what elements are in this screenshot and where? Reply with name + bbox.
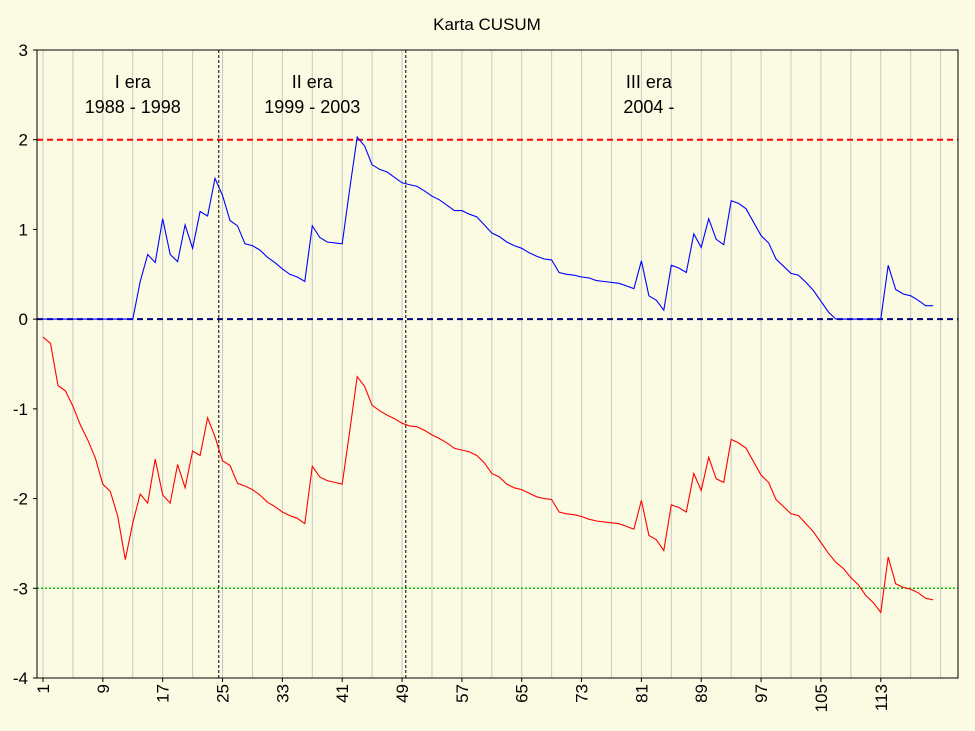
x-tick-label: 1 [34, 684, 53, 693]
reference-lines [37, 50, 958, 678]
y-tick-label: -2 [13, 490, 28, 509]
y-axis: 3 2 1 0 -1 -2 -3 -4 [13, 41, 37, 688]
era-years: 2004 - [623, 97, 674, 117]
chart-title: Karta CUSUM [433, 15, 541, 34]
y-tick-label: -1 [13, 400, 28, 419]
x-tick-label: 113 [872, 684, 891, 711]
era-label: III era [626, 72, 673, 92]
x-axis: 1 9 17 25 33 41 49 57 65 73 81 89 97 105 113 [34, 678, 891, 712]
x-tick-label: 49 [393, 684, 412, 703]
y-tick-label: 1 [19, 220, 28, 239]
cusum-series-line [43, 135, 934, 320]
plot-frame [36, 49, 959, 679]
era-label: I era [115, 72, 152, 92]
x-tick-label: 105 [812, 684, 831, 712]
x-tick-label: 41 [333, 684, 352, 703]
x-tick-label: 17 [154, 684, 173, 703]
x-tick-label: 9 [94, 684, 113, 693]
y-tick-label: 3 [19, 41, 28, 60]
x-tick-label: 73 [573, 684, 592, 703]
y-tick-label: 2 [19, 131, 28, 150]
data-series [42, 135, 934, 614]
era-years: 1988 - 1998 [85, 97, 181, 117]
x-tick-label: 89 [692, 684, 711, 703]
x-tick-label: 65 [513, 684, 532, 703]
cusum-series-line [42, 336, 934, 614]
y-tick-label: 0 [19, 310, 28, 329]
era-label: II era [292, 72, 334, 92]
x-tick-label: 33 [273, 684, 292, 703]
x-tick-label: 25 [214, 684, 233, 703]
x-tick-label: 97 [752, 684, 771, 703]
grid [42, 50, 942, 678]
y-tick-label: -3 [13, 579, 28, 598]
x-tick-label: 81 [632, 684, 651, 703]
era-annotations: I era 1988 - 1998 II era 1999 - 2003 III era… [85, 72, 675, 117]
era-years: 1999 - 2003 [264, 97, 360, 117]
y-tick-label: -4 [13, 669, 28, 688]
x-tick-label: 57 [453, 684, 472, 703]
